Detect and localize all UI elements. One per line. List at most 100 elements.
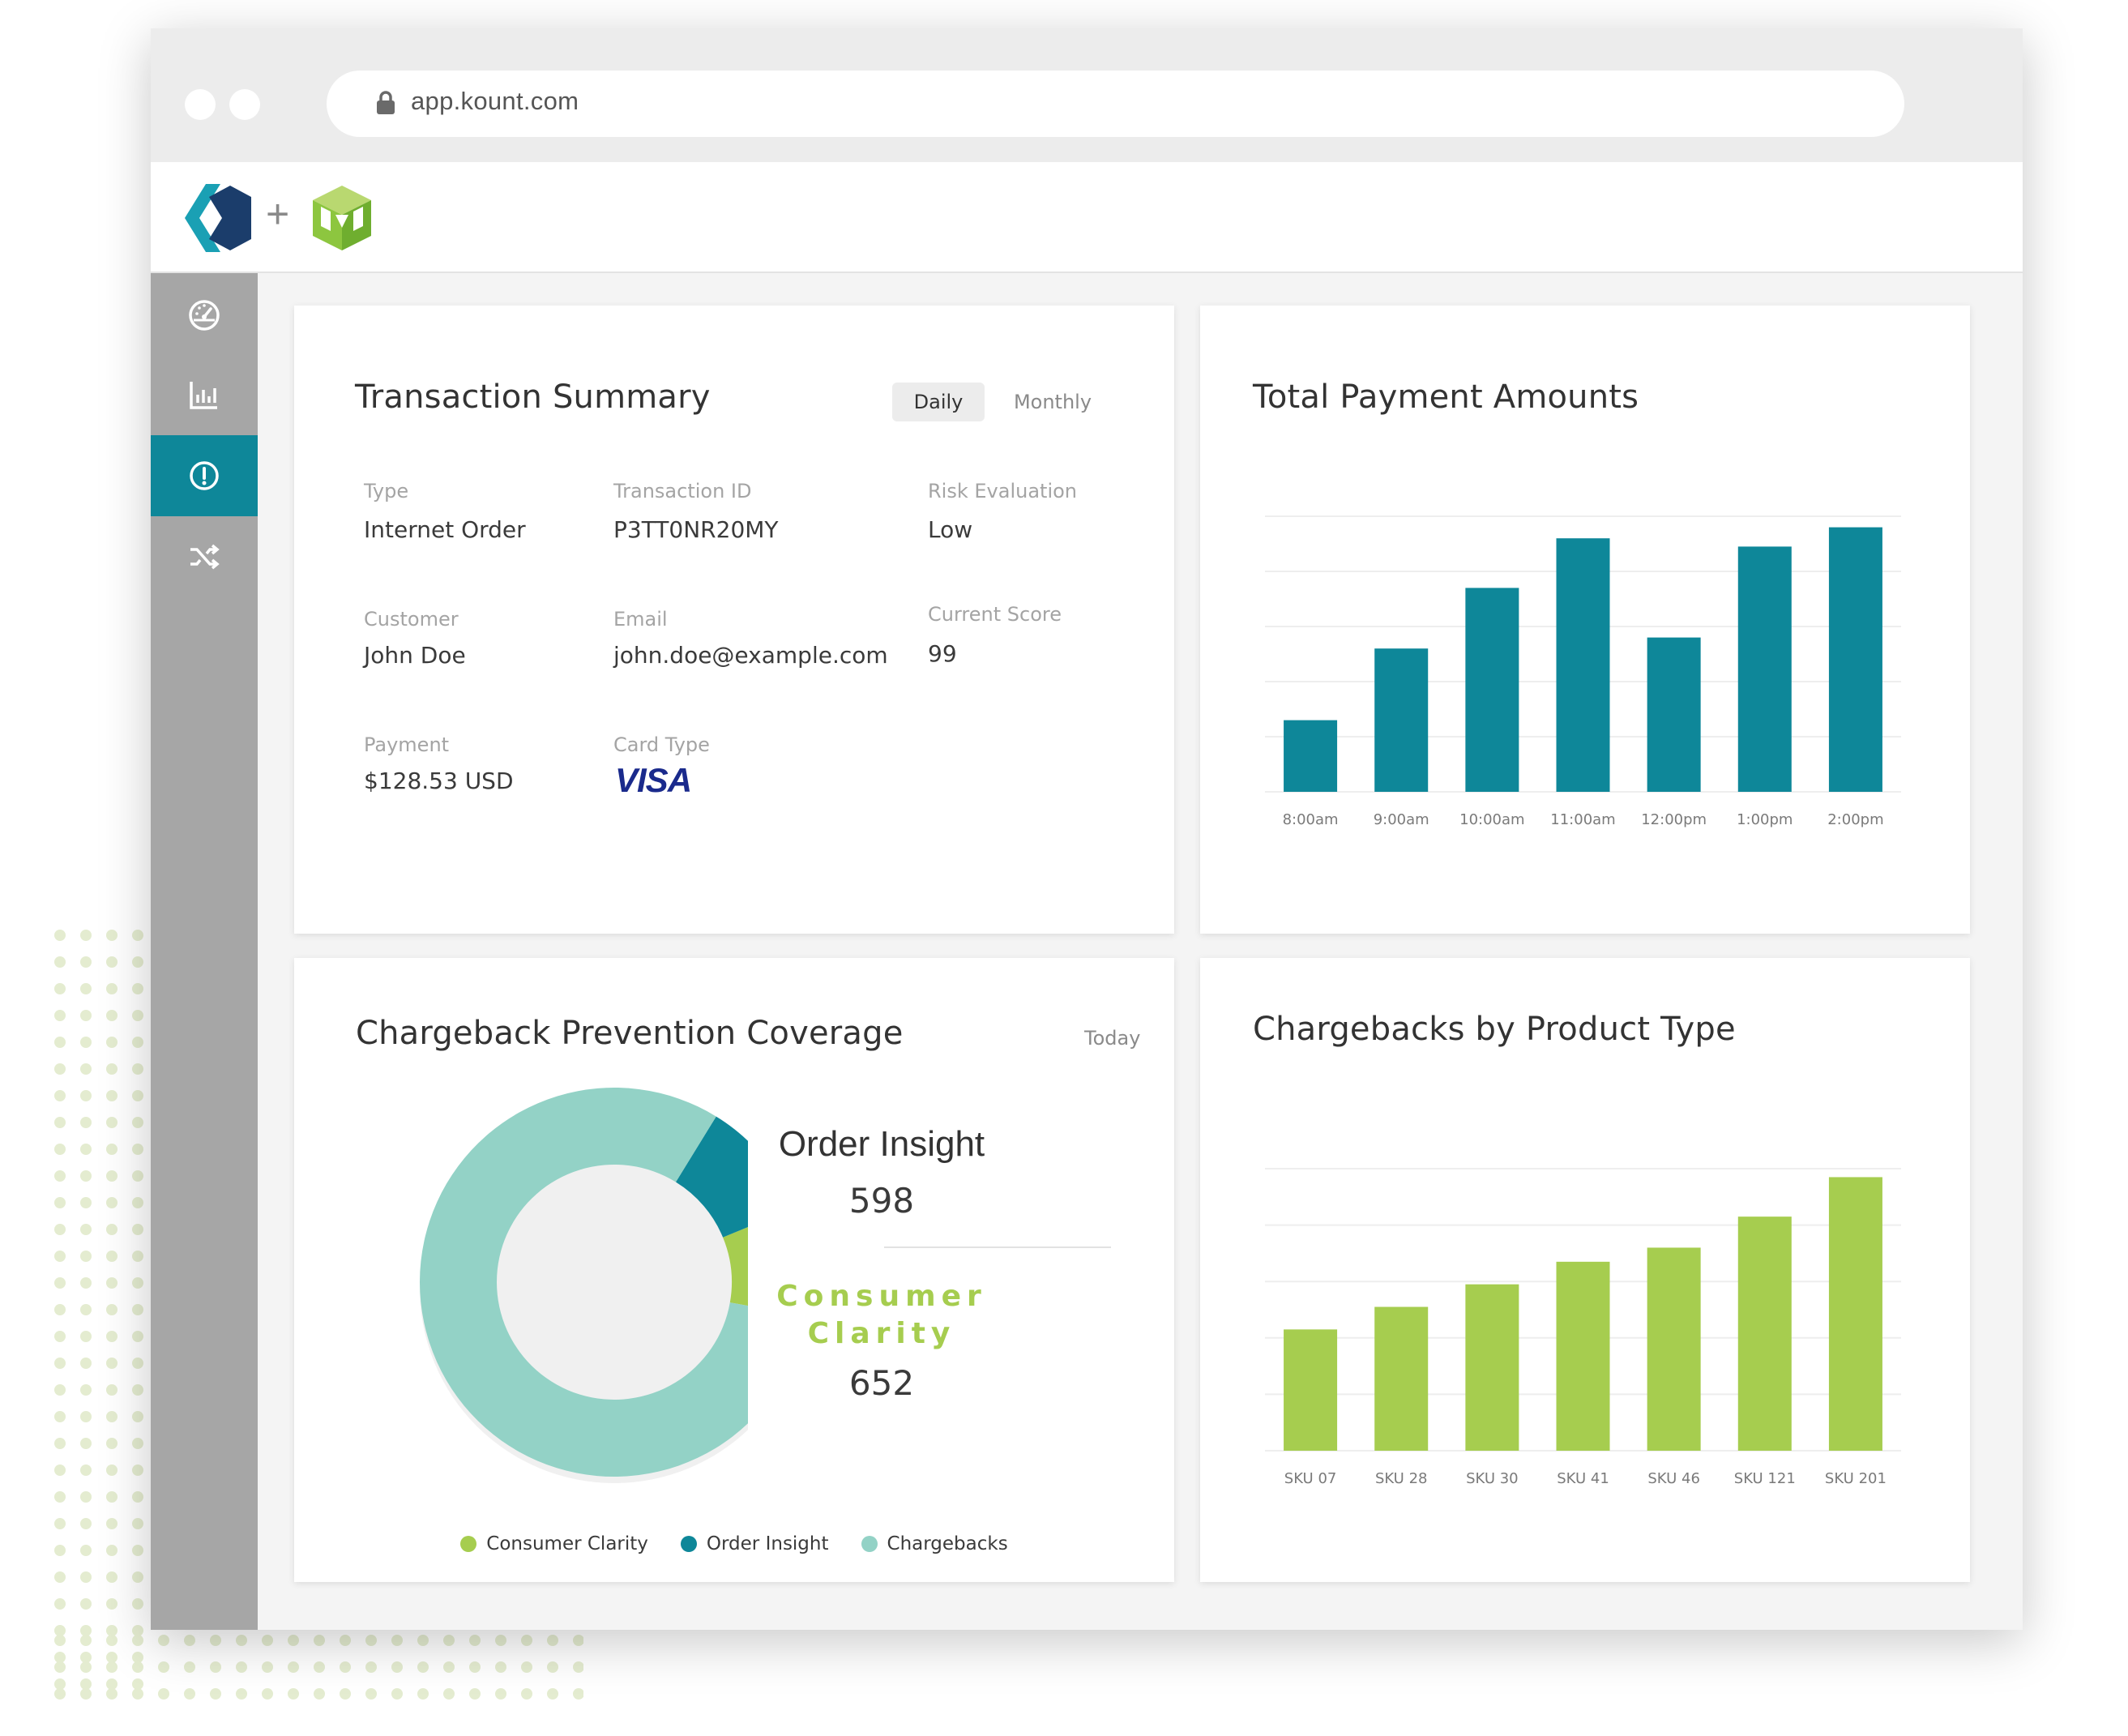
payment-value: $128.53 USD [364,768,514,794]
decorative-dot [365,1661,377,1673]
bar-8-00am[interactable] [1284,720,1338,792]
decorative-dot [132,930,143,941]
decorative-dot [340,1688,351,1700]
coverage-card: Chargeback Prevention Coverage Today Ord… [294,958,1174,1582]
current-score-label: Current Score [928,603,1062,626]
decorative-dot [443,1661,455,1673]
decorative-dot [80,1411,92,1422]
decorative-dot [80,1277,92,1289]
bar-11-00am[interactable] [1556,538,1610,792]
decorative-dot [80,1331,92,1342]
x-tick-label: SKU 07 [1284,1470,1337,1487]
dashboard-gauge-icon [189,300,220,331]
sidebar-item-workflow[interactable] [151,516,258,597]
decorative-dot [391,1635,403,1646]
decorative-dot [106,1331,118,1342]
type-value: Internet Order [364,516,526,543]
decorative-dot [547,1688,558,1700]
bar-9-00am[interactable] [1374,648,1429,792]
legend-item-order-insight[interactable]: Order Insight [680,1533,829,1554]
address-bar[interactable]: app.kount.com [327,71,1904,137]
window-control-dot[interactable] [229,89,260,120]
x-tick-label: 9:00am [1374,811,1429,828]
visa-logo: VISA [615,761,692,799]
bar-chart-icon [190,382,217,409]
decorative-dot [106,1571,118,1583]
decorative-dot [54,1652,66,1663]
sidebar-item-reports[interactable] [151,354,258,435]
window-control-dot[interactable] [185,89,216,120]
sidebar-item-dashboard[interactable] [151,273,258,354]
decorative-dot [80,1251,92,1262]
transaction-summary-card: Transaction Summary Daily Monthly Type I… [294,306,1174,934]
decorative-dot [54,1331,66,1342]
decorative-dot [80,1063,92,1075]
decorative-dot [54,1598,66,1610]
legend-item-chargebacks[interactable]: Chargebacks [861,1533,1008,1554]
decorative-dot [54,1571,66,1583]
decorative-dot [54,1635,66,1646]
decorative-dot [210,1661,221,1673]
decorative-dot [80,983,92,994]
decorative-dot [184,1635,195,1646]
decorative-dot [132,1358,143,1369]
consumer-clarity-value: 652 [848,1363,915,1403]
kount-logo[interactable] [182,181,253,255]
decorative-dot [132,1635,143,1646]
decorative-dot [54,1438,66,1449]
decorative-dot [106,1037,118,1048]
bar-sku-07[interactable] [1284,1329,1338,1451]
decorative-dot [262,1635,273,1646]
decorative-dot [132,1491,143,1503]
decorative-dot [132,1277,143,1289]
decorative-dot [106,1411,118,1422]
donut-slice-order-insight[interactable] [675,1116,748,1238]
donut-slice-chargebacks[interactable] [420,1088,748,1477]
decorative-dot [365,1635,377,1646]
decorative-dot [80,1117,92,1128]
bar-sku-121[interactable] [1737,1216,1792,1451]
period-label[interactable]: Today [1084,1027,1141,1050]
current-score-value: 99 [928,640,957,667]
legend-label: Order Insight [706,1533,829,1554]
decorative-dot [80,1625,92,1636]
decorative-dot [132,1688,143,1700]
decorative-dot [80,1491,92,1503]
decorative-dot [106,1144,118,1155]
decorative-dot [54,1661,66,1673]
decorative-dot [106,1625,118,1636]
bar-sku-46[interactable] [1647,1247,1701,1451]
donut-slice-consumer-clarity[interactable] [723,1208,748,1316]
decorative-dot [132,1464,143,1476]
bar-sku-41[interactable] [1556,1261,1610,1451]
bar-sku-28[interactable] [1374,1306,1429,1451]
x-tick-label: 10:00am [1459,811,1524,828]
decorative-dot [80,1037,92,1048]
bar-2-00pm[interactable] [1828,527,1882,792]
decorative-dot [54,1063,66,1075]
decorative-dot [314,1635,325,1646]
partner-cube-logo[interactable] [310,182,374,254]
bar-12-00pm[interactable] [1647,637,1701,792]
decorative-dot [132,1010,143,1021]
monthly-toggle-button[interactable]: Monthly [1013,391,1092,413]
decorative-dot [158,1661,169,1673]
decorative-dot [106,1010,118,1021]
x-tick-label: SKU 41 [1557,1470,1609,1487]
daily-toggle-button[interactable]: Daily [892,383,985,421]
bar-sku-30[interactable] [1465,1284,1519,1451]
bar-1-00pm[interactable] [1737,546,1792,792]
decorative-dot [521,1635,532,1646]
decorative-dot [106,1438,118,1449]
app-header: + [151,162,2023,273]
decorative-dot [80,1571,92,1583]
decorative-dot [132,1625,143,1636]
decorative-dot-grid-bottom [49,1629,583,1710]
decorative-dot [54,1358,66,1369]
bar-sku-201[interactable] [1828,1177,1882,1451]
decorative-dot [132,1304,143,1315]
bar-10-00am[interactable] [1465,588,1519,792]
legend-item-consumer-clarity[interactable]: Consumer Clarity [460,1533,648,1554]
decorative-dot [236,1635,247,1646]
sidebar-item-alerts[interactable] [151,435,258,516]
